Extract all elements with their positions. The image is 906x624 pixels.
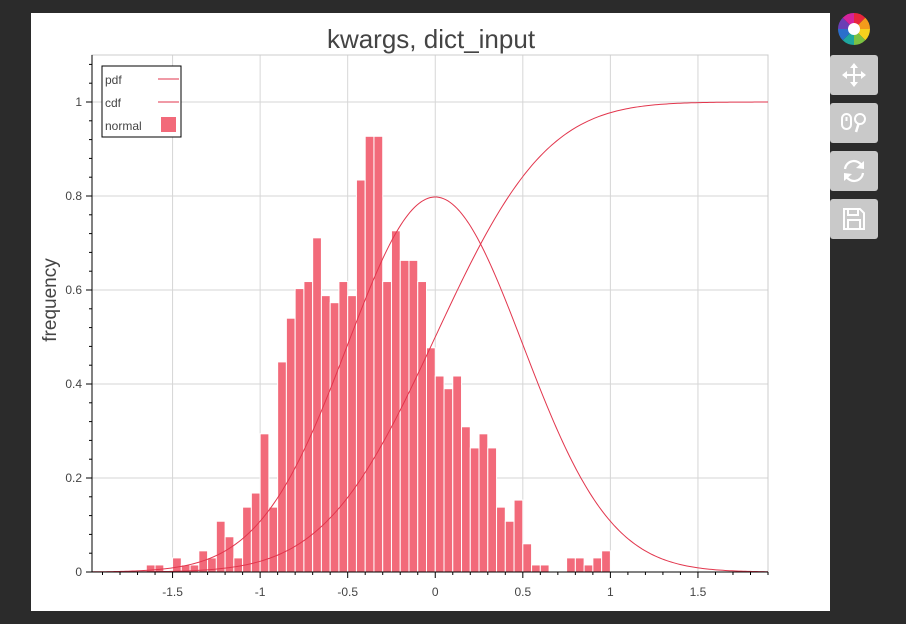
legend-label-cdf: cdf xyxy=(105,96,122,110)
y-tick-label: 0 xyxy=(75,565,82,579)
legend-swatch-normal xyxy=(161,117,176,132)
histogram-bar xyxy=(496,506,506,573)
axes xyxy=(91,55,768,573)
histogram-bar xyxy=(583,564,594,573)
histogram-bar xyxy=(469,447,480,573)
histogram-bar xyxy=(259,433,270,573)
pan-tool-button[interactable] xyxy=(830,55,878,95)
y-tick-label: 0.8 xyxy=(65,189,82,203)
reset-icon xyxy=(843,159,865,183)
legend-label-normal: normal xyxy=(105,119,142,133)
histogram-bar xyxy=(320,295,331,573)
reset-tool-button[interactable] xyxy=(830,151,878,191)
histogram-bar xyxy=(408,259,419,573)
legend: pdf cdf normal xyxy=(101,65,182,138)
x-tick-label: 1 xyxy=(607,585,614,599)
histogram-bar xyxy=(425,347,436,573)
y-tick-label: 0.4 xyxy=(65,377,82,391)
x-axis-ticks: -1.5 -1 -0.5 0 0.5 1 1.5 xyxy=(102,572,769,599)
chart[interactable]: -1.5 -1 -0.5 0 0.5 1 1.5 0 0.2 0.4 0.6 0.8 1 kwargs… xyxy=(31,13,830,611)
histogram-bar xyxy=(513,499,524,573)
histogram-bar xyxy=(566,557,576,573)
histogram-bar xyxy=(172,557,182,573)
histogram-bar xyxy=(390,230,401,573)
save-icon xyxy=(843,208,865,230)
histogram-bar xyxy=(329,302,340,573)
histogram-bar xyxy=(215,520,226,573)
histogram-bar xyxy=(478,433,489,573)
histogram-bar xyxy=(373,135,384,573)
histogram-bars xyxy=(145,135,611,573)
pan-move-icon xyxy=(842,63,866,87)
x-tick-label: 0.5 xyxy=(514,585,531,599)
histogram-bar xyxy=(312,237,322,573)
histogram-bar xyxy=(531,564,541,573)
x-tick-label: -0.5 xyxy=(337,585,358,599)
histogram-bar xyxy=(145,564,156,573)
wheel-zoom-tool-button[interactable] xyxy=(830,103,878,143)
y-tick-label: 0.6 xyxy=(65,283,82,297)
histogram-bar xyxy=(233,557,244,573)
histogram-bar xyxy=(452,375,463,573)
histogram-bar xyxy=(574,557,585,573)
y-axis-label: frequency xyxy=(40,258,61,342)
wheel-zoom-icon xyxy=(841,113,866,133)
histogram-bar xyxy=(382,281,392,573)
x-tick-label: 0 xyxy=(432,585,439,599)
chart-title: kwargs, dict_input xyxy=(327,24,536,54)
histogram-bar xyxy=(522,543,533,573)
histogram-bar xyxy=(268,506,279,573)
histogram-bar xyxy=(303,281,314,573)
histogram-bar xyxy=(434,375,445,573)
histogram-bar xyxy=(399,259,410,573)
histogram-bar xyxy=(364,135,375,573)
histogram-bar xyxy=(417,281,427,573)
histogram-bar xyxy=(338,281,349,573)
y-tick-label: 0.2 xyxy=(65,471,82,485)
histogram-bar xyxy=(154,564,165,573)
histogram-bar xyxy=(592,557,603,573)
histogram-bar xyxy=(443,388,454,573)
grid xyxy=(91,54,769,573)
cdf-line xyxy=(92,101,769,573)
histogram-bar xyxy=(461,426,471,573)
histogram-bar xyxy=(539,564,550,573)
x-tick-label: -1.5 xyxy=(162,585,183,599)
y-tick-label: 1 xyxy=(75,95,82,109)
histogram-bar xyxy=(504,520,515,573)
bokeh-logo-icon[interactable] xyxy=(835,10,873,48)
histogram-bar xyxy=(347,295,357,573)
y-axis-ticks: 0 0.2 0.4 0.6 0.8 1 xyxy=(65,63,92,579)
histogram-bar xyxy=(242,506,252,573)
x-tick-label: 1.5 xyxy=(690,585,707,599)
histogram-bar xyxy=(294,288,305,573)
histogram-bar xyxy=(277,361,287,573)
pdf-line xyxy=(91,196,769,573)
x-tick-label: -1 xyxy=(255,585,266,599)
histogram-bar xyxy=(250,492,261,573)
legend-label-pdf: pdf xyxy=(105,73,122,87)
histogram-bar xyxy=(601,550,611,573)
histogram-bar xyxy=(355,179,366,573)
plot-panel: -1.5 -1 -0.5 0 0.5 1 1.5 0 0.2 0.4 0.6 0.8 1 kwargs… xyxy=(31,13,830,611)
save-tool-button[interactable] xyxy=(830,199,878,239)
histogram-bar xyxy=(487,447,498,573)
histogram-bar xyxy=(285,317,296,573)
